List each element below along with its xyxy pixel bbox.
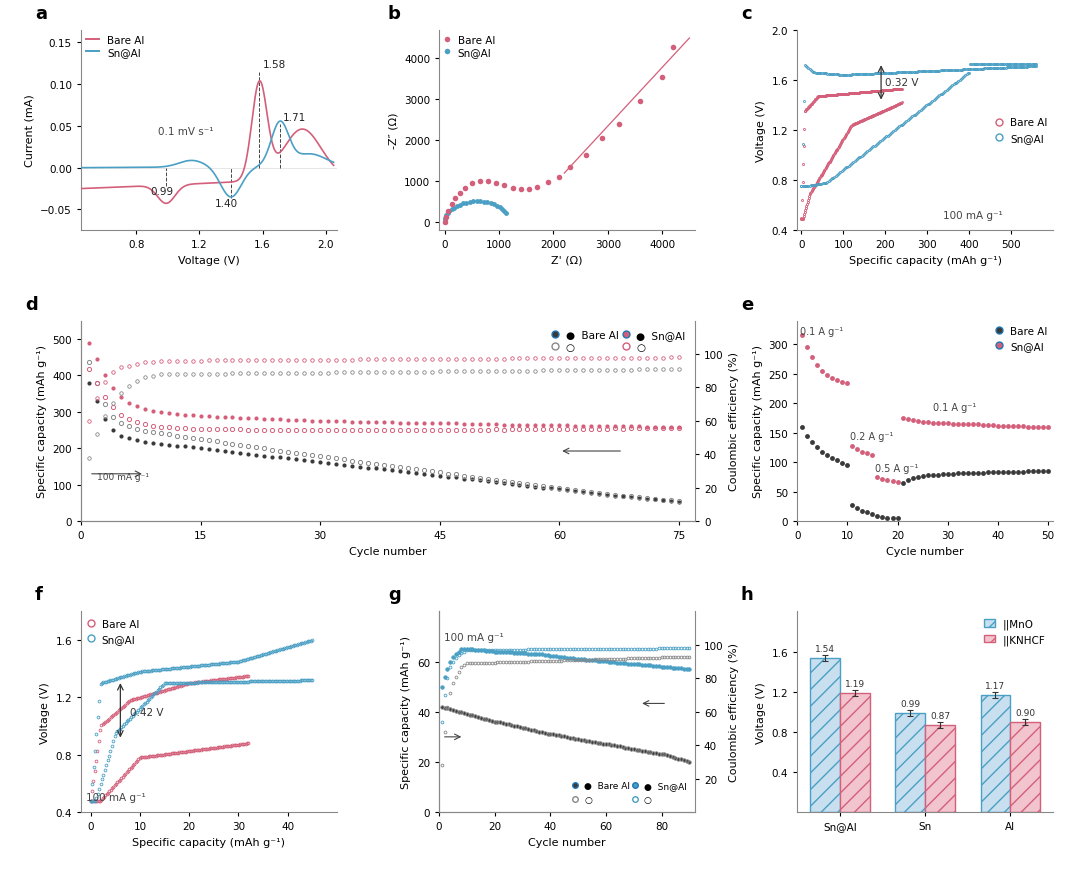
X-axis label: Voltage (V): Voltage (V) [178,255,240,266]
Legend: ●  Bare Al, ○, ●  Sn@Al, ○: ● Bare Al, ○, ● Sn@Al, ○ [570,778,690,808]
Bar [895,713,926,812]
Y-axis label: Voltage (V): Voltage (V) [756,681,766,743]
Text: g: g [388,586,401,604]
Y-axis label: -Z″ (Ω): -Z″ (Ω) [389,112,399,149]
Text: 0.99: 0.99 [150,187,174,198]
Legend: ||MnO, ||KNHCF: ||MnO, ||KNHCF [982,617,1048,647]
Bar [840,693,869,812]
Text: e: e [741,295,753,313]
Text: 0.32 V: 0.32 V [886,78,919,88]
Text: 0.5 A g⁻¹: 0.5 A g⁻¹ [875,464,918,473]
Text: 100 mA g⁻¹: 100 mA g⁻¹ [943,211,1002,221]
Text: 0.1 mV s⁻¹: 0.1 mV s⁻¹ [158,127,213,137]
Text: 0.42 V: 0.42 V [131,707,164,716]
Y-axis label: Specific capacity (mAh g⁻¹): Specific capacity (mAh g⁻¹) [402,636,411,788]
Text: 1.58: 1.58 [262,61,286,70]
Text: 100 mA g⁻¹: 100 mA g⁻¹ [444,632,504,642]
Bar [1011,722,1040,812]
Y-axis label: Current (mA): Current (mA) [25,95,35,167]
Y-axis label: Coulombic efficiency (%): Coulombic efficiency (%) [729,352,739,491]
Text: b: b [388,4,401,23]
Text: f: f [35,586,43,604]
Text: c: c [741,4,752,23]
Y-axis label: Specific capacity (mAh g⁻¹): Specific capacity (mAh g⁻¹) [753,345,762,498]
Y-axis label: Coulombic efficiency (%): Coulombic efficiency (%) [729,643,739,781]
Text: 0.90: 0.90 [1015,708,1036,717]
Text: 0.1 A g⁻¹: 0.1 A g⁻¹ [799,327,843,336]
X-axis label: Cycle number: Cycle number [887,546,964,556]
Text: 0.99: 0.99 [900,699,920,708]
Bar [926,725,955,812]
Bar [981,695,1011,812]
Legend: Bare Al, Sn@Al: Bare Al, Sn@Al [86,617,141,646]
Legend: Bare Al, Sn@Al: Bare Al, Sn@Al [997,119,1048,143]
Text: d: d [26,295,39,313]
Text: 1.71: 1.71 [283,113,307,123]
Text: 0.87: 0.87 [930,711,950,720]
Legend: Bare Al, Sn@Al: Bare Al, Sn@Al [444,36,496,58]
Text: 1.54: 1.54 [815,644,835,653]
Legend: Bare Al, Sn@Al: Bare Al, Sn@Al [86,36,145,58]
Legend: Bare Al, Sn@Al: Bare Al, Sn@Al [997,327,1048,352]
Text: a: a [35,4,46,23]
Y-axis label: Voltage (V): Voltage (V) [756,100,766,162]
X-axis label: Z' (Ω): Z' (Ω) [551,255,583,266]
Text: 1.40: 1.40 [215,199,239,209]
Text: 0.2 A g⁻¹: 0.2 A g⁻¹ [850,431,893,441]
Text: 100 mA g⁻¹: 100 mA g⁻¹ [86,792,146,802]
Text: 1.17: 1.17 [985,681,1005,690]
X-axis label: Cycle number: Cycle number [349,546,427,556]
X-axis label: Cycle number: Cycle number [528,837,606,846]
Text: 100 mA g⁻¹: 100 mA g⁻¹ [97,472,149,482]
Text: 0.1 A g⁻¹: 0.1 A g⁻¹ [933,403,976,413]
Y-axis label: Specific capacity (mAh g⁻¹): Specific capacity (mAh g⁻¹) [37,345,46,498]
Bar [810,658,840,812]
Y-axis label: Voltage (V): Voltage (V) [40,681,50,743]
X-axis label: Specific capacity (mAh g⁻¹): Specific capacity (mAh g⁻¹) [133,837,285,846]
Text: 1.19: 1.19 [845,679,865,688]
Legend: ●  Bare Al, ○, ●  Sn@Al, ○: ● Bare Al, ○, ● Sn@Al, ○ [549,327,690,356]
X-axis label: Specific capacity (mAh g⁻¹): Specific capacity (mAh g⁻¹) [849,255,1001,266]
Text: h: h [741,586,754,604]
